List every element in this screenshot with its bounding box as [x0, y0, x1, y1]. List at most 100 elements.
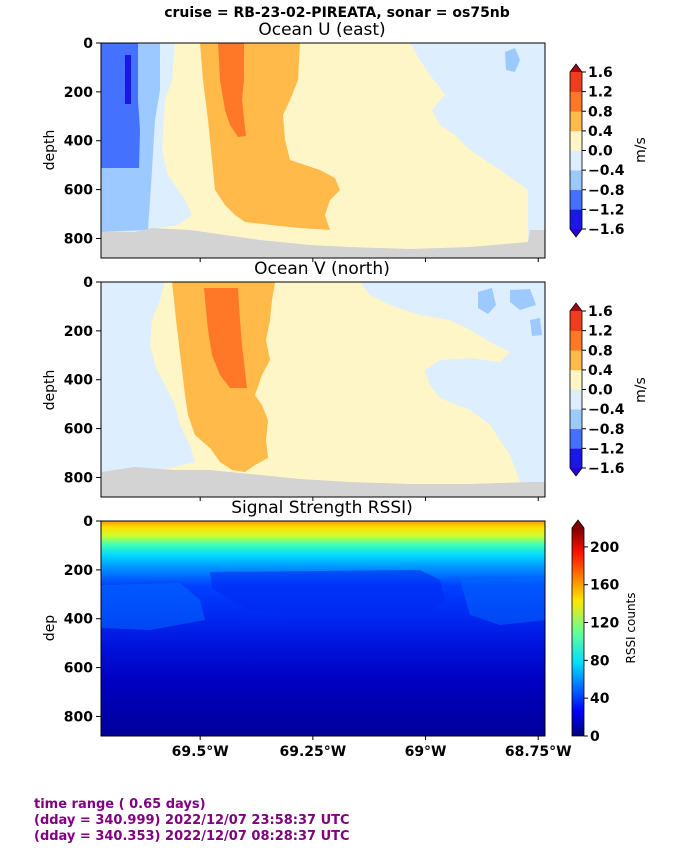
colorbar-segment [570, 448, 582, 469]
colorbar-tick-label: −1.6 [588, 461, 625, 477]
colorbar-segment [570, 350, 582, 371]
panel-rssi-region-light-west [101, 583, 205, 630]
panel-rssi-title: Signal Strength RSSI) [231, 498, 413, 518]
y-tick-label: 800 [64, 470, 93, 486]
panel-rssi: Signal Strength RSSI) dep 0200400600800 … [42, 498, 638, 760]
colorbar-tick-label: 1.6 [588, 65, 613, 81]
colorbar-tick-label: 1.6 [588, 304, 613, 320]
colorbar-extend-max [570, 303, 582, 311]
x-tick-label: 68.75°W [505, 744, 572, 760]
colorbar-tick-label: 0 [590, 729, 600, 745]
panel-rssi-frame [100, 520, 546, 737]
colorbar-segment [570, 409, 582, 430]
colorbar-tick-label: 1.2 [588, 85, 613, 101]
y-tick-label: 400 [64, 373, 93, 389]
colorbar-segment [570, 150, 582, 171]
panel-u-region-east-speck [505, 48, 520, 72]
time-range-line: time range ( 0.65 days) [34, 797, 206, 812]
y-tick-label: 200 [64, 85, 93, 101]
time-range-end-line: (dday = 340.999) 2022/12/07 23:58:37 UTC [34, 813, 350, 828]
colorbar-extend-max [572, 520, 584, 528]
colorbar-segment [570, 428, 582, 449]
y-tick-label: 400 [64, 612, 93, 628]
panel-rssi-gradient [101, 521, 545, 736]
panel-u-frame [100, 42, 546, 259]
panel-v-region-east-speck-a [478, 288, 496, 314]
panel-rssi-region-light-east [460, 578, 545, 625]
colorbar-tick-label: 0.4 [588, 363, 613, 379]
colorbar-tick-label: 0.4 [588, 124, 613, 140]
colorbar-extend-min [570, 468, 582, 476]
colorbar-tick-label: −0.4 [588, 402, 625, 418]
colorbar-tick-label: 0.8 [588, 343, 613, 359]
y-tick-label: 0 [83, 275, 93, 291]
panel-u-title: Ocean U (east) [258, 20, 385, 40]
colorbar-tick-label: 80 [590, 653, 610, 669]
colorbar-tick-label: −1.2 [588, 441, 625, 457]
panel-v-frame [100, 281, 546, 498]
panel-u-region-east-pale [410, 43, 545, 243]
y-tick-label: 200 [64, 324, 93, 340]
colorbar-segment [570, 170, 582, 191]
panel-v-region-east-speck-b [510, 289, 536, 310]
colorbar-segment [570, 130, 582, 151]
panel-u-xticks [199, 258, 539, 262]
panel-u-field [101, 43, 545, 258]
panel-u-colorbar: 1.6 1.2 0.8 0.4 0.0 −0.4 −0.8 −1.2 −1.6 [569, 63, 625, 238]
colorbar-tick-label: 0.0 [588, 383, 613, 399]
x-tick-label: 69°W [405, 744, 447, 760]
panel-rssi-xticks: 69.5°W 69.25°W 69°W 68.75°W [172, 736, 572, 760]
y-tick-label: 0 [83, 36, 93, 52]
y-tick-label: 800 [64, 709, 93, 725]
time-range-footer: time range ( 0.65 days) (dday = 340.999)… [34, 797, 350, 845]
colorbar-outline [571, 519, 585, 737]
colorbar-tick-label: 160 [590, 578, 619, 594]
panel-v-region-east-speck-c [530, 318, 542, 336]
panel-v-yticks: 0 200 400 600 800 [64, 275, 101, 486]
colorbar-gradient [572, 528, 584, 736]
panel-v-xticks [199, 497, 539, 501]
colorbar-segment [570, 209, 582, 230]
figure-suptitle: cruise = RB-23-02-PIREATA, sonar = os75n… [164, 5, 510, 21]
panel-v-region-core-max [204, 288, 247, 388]
colorbar-segment [570, 72, 582, 92]
panel-rssi-colorbar-label: RSSI counts [624, 592, 638, 663]
panel-u-colorbar-label: m/s [633, 137, 649, 163]
colorbar-tick-label: 200 [590, 540, 619, 556]
colorbar-tick-label: 0.8 [588, 104, 613, 120]
y-tick-label: 600 [64, 661, 93, 677]
panel-rssi-region-weak-mid [210, 570, 445, 616]
colorbar-tick-label: −0.8 [588, 183, 625, 199]
colorbar-extend-max [570, 64, 582, 72]
colorbar-segment [570, 369, 582, 390]
colorbar-tick-label: 40 [590, 691, 610, 707]
y-tick-label: 600 [64, 422, 93, 438]
y-tick-label: 400 [64, 134, 93, 150]
panel-v-region-no-data [101, 467, 545, 497]
colorbar-segment [570, 389, 582, 410]
colorbar-tick-label: 0.0 [588, 144, 613, 160]
panel-u-region-no-data [101, 228, 545, 258]
colorbar-tick-label: −0.8 [588, 422, 625, 438]
x-tick-label: 69.5°W [172, 744, 229, 760]
colorbar-tick-label: −0.4 [588, 163, 625, 179]
panel-rssi-yticks: 0 200 400 600 800 [64, 514, 101, 725]
panel-v-field [101, 282, 545, 497]
colorbar-tick-label: 1.2 [588, 324, 613, 340]
y-tick-label: 600 [64, 183, 93, 199]
colorbar-segment [570, 189, 582, 210]
panel-u-region-core-max [218, 43, 246, 137]
panel-u-region-west-blue [101, 43, 140, 168]
colorbar-segment [570, 311, 582, 331]
panel-ocean-u: Ocean U (east) depth 0 200 400 600 800 1.6 1.… [42, 20, 649, 262]
colorbar-tick-label: 120 [590, 616, 619, 632]
colorbar-tick-label: −1.6 [588, 222, 625, 238]
colorbar-segment [570, 111, 582, 132]
panel-u-ylabel: depth [42, 130, 58, 171]
x-tick-label: 69.25°W [279, 744, 346, 760]
panel-v-title: Ocean V (north) [254, 259, 390, 279]
y-tick-label: 800 [64, 231, 93, 247]
y-tick-label: 200 [64, 563, 93, 579]
